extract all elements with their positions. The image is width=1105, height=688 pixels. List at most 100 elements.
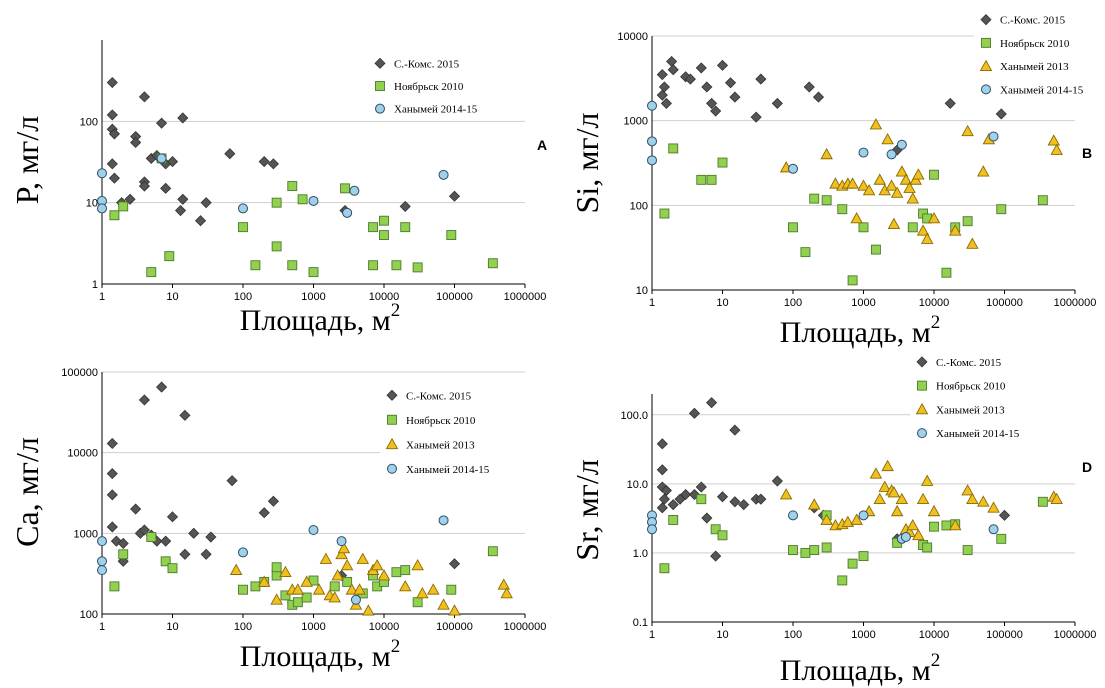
data-point bbox=[881, 133, 894, 145]
data-point bbox=[160, 556, 171, 567]
y-tick-label: 0.1 bbox=[633, 617, 648, 629]
data-point bbox=[342, 576, 353, 587]
data-point bbox=[106, 76, 118, 89]
series-circle bbox=[97, 515, 449, 605]
data-point bbox=[800, 547, 811, 558]
data-point bbox=[340, 559, 354, 571]
data-point bbox=[427, 583, 440, 595]
data-point bbox=[138, 394, 151, 406]
data-point bbox=[869, 118, 883, 130]
x-tick-label: 1000000 bbox=[1054, 629, 1097, 641]
data-point bbox=[166, 511, 179, 523]
x-tick-label: 100000 bbox=[986, 629, 1023, 641]
data-point bbox=[929, 521, 939, 532]
data-point bbox=[858, 147, 869, 158]
data-point bbox=[356, 552, 370, 564]
x-tick-label: 1000000 bbox=[504, 621, 547, 633]
data-point bbox=[179, 548, 191, 560]
data-point bbox=[667, 499, 679, 511]
data-point bbox=[941, 267, 952, 278]
data-point bbox=[297, 194, 308, 205]
x-tick-label: 1000 bbox=[301, 621, 325, 633]
data-point bbox=[448, 604, 461, 616]
data-point bbox=[962, 545, 973, 556]
data-point bbox=[156, 117, 168, 129]
data-point bbox=[106, 109, 118, 121]
data-point bbox=[873, 492, 887, 505]
data-point bbox=[916, 224, 930, 236]
data-point bbox=[194, 215, 207, 227]
data-point bbox=[312, 583, 326, 595]
data-point bbox=[280, 590, 291, 601]
data-point bbox=[226, 475, 238, 487]
data-point bbox=[336, 536, 347, 547]
data-point bbox=[200, 197, 212, 209]
data-point bbox=[267, 495, 279, 507]
data-point bbox=[174, 204, 187, 217]
legend-label: Ноябрьск 2010 bbox=[1000, 38, 1070, 50]
data-point bbox=[966, 492, 979, 505]
data-point bbox=[668, 515, 679, 525]
data-point bbox=[400, 565, 411, 576]
data-point bbox=[878, 480, 891, 492]
x-tick-label: 1 bbox=[99, 291, 105, 303]
data-point bbox=[106, 489, 118, 501]
data-point bbox=[487, 258, 498, 269]
x-axis-title: Площадь, м2 bbox=[780, 312, 940, 349]
data-point bbox=[809, 193, 820, 204]
x-tick-label: 1 bbox=[649, 297, 655, 309]
x-tick-label: 10000 bbox=[919, 297, 950, 309]
data-point bbox=[370, 559, 384, 571]
data-point bbox=[438, 515, 449, 526]
data-point bbox=[398, 579, 412, 592]
data-point bbox=[920, 232, 934, 244]
data-point bbox=[224, 148, 236, 160]
data-point bbox=[399, 200, 411, 212]
data-point bbox=[97, 565, 107, 576]
data-point bbox=[156, 381, 168, 393]
data-point bbox=[895, 165, 909, 177]
data-point bbox=[729, 424, 741, 436]
data-point bbox=[446, 584, 457, 595]
legend-marker bbox=[979, 59, 993, 71]
y-tick-label: 100 bbox=[80, 116, 98, 128]
data-point bbox=[885, 179, 898, 191]
legend: С.-Комс. 2015 Ноябрьск 2010 Ханымей 2014-1… bbox=[368, 52, 524, 120]
legend-label: С.-Комс. 2015 bbox=[394, 58, 460, 70]
x-axis-title-superscript: 2 bbox=[391, 636, 401, 657]
data-point bbox=[829, 177, 842, 189]
y-tick-label: 1000 bbox=[624, 116, 648, 128]
data-point bbox=[97, 536, 107, 547]
y-tick-label: 100 bbox=[630, 200, 648, 212]
data-point bbox=[977, 165, 990, 177]
data-point bbox=[500, 586, 513, 599]
data-point bbox=[368, 222, 379, 233]
legend-label: С.-Комс. 2015 bbox=[406, 390, 472, 402]
data-point bbox=[160, 535, 172, 547]
data-point bbox=[995, 108, 1007, 120]
data-point bbox=[899, 173, 913, 185]
data-point bbox=[706, 174, 717, 185]
data-point bbox=[779, 488, 793, 500]
data-point bbox=[292, 597, 303, 608]
legend-marker bbox=[980, 14, 992, 26]
data-point bbox=[308, 195, 319, 206]
data-point bbox=[308, 267, 319, 278]
data-point bbox=[353, 583, 366, 595]
series-diamond bbox=[656, 55, 1007, 156]
data-point bbox=[238, 203, 248, 214]
data-point bbox=[696, 494, 707, 505]
series-triangle bbox=[229, 541, 513, 616]
data-point bbox=[788, 222, 798, 233]
data-point bbox=[379, 230, 389, 240]
data-point bbox=[118, 201, 129, 212]
x-axis-title: Площадь, м2 bbox=[780, 650, 940, 687]
data-point bbox=[858, 551, 869, 562]
x-tick-label: 10 bbox=[166, 291, 178, 303]
x-tick-label: 1 bbox=[649, 629, 655, 641]
data-point bbox=[987, 501, 1000, 513]
data-point bbox=[1037, 195, 1048, 206]
data-point bbox=[887, 217, 901, 229]
legend-marker bbox=[387, 414, 397, 425]
data-point bbox=[659, 208, 670, 219]
